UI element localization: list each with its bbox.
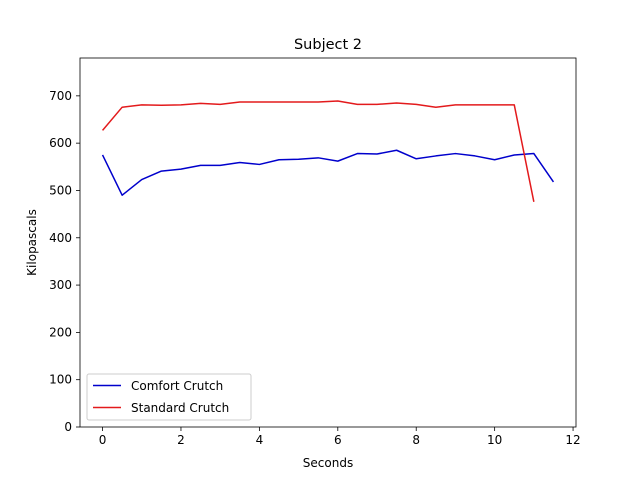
series-line-standard-crutch (101, 100, 535, 202)
legend: Comfort Crutch Standard Crutch (86, 373, 252, 421)
legend-label-comfort-crutch: Comfort Crutch (131, 379, 223, 393)
legend-box (86, 373, 252, 421)
x-tick-label: 0 (99, 433, 107, 447)
y-tick-label: 600 (49, 136, 72, 150)
y-tick-label: 500 (49, 183, 72, 197)
x-tick-label: 8 (412, 433, 420, 447)
y-tick-label: 100 (49, 373, 72, 387)
x-axis-label: Seconds (303, 456, 353, 470)
legend-label-standard-crutch: Standard Crutch (131, 401, 229, 415)
x-tick-label: 10 (487, 433, 502, 447)
y-tick-label: 400 (49, 231, 72, 245)
chart-title: Subject 2 (294, 37, 362, 53)
y-tick-label: 0 (64, 420, 72, 434)
plot-area (79, 57, 577, 428)
x-axis: 0 2 4 6 8 10 12 (99, 427, 581, 447)
x-tick-label: 6 (334, 433, 342, 447)
x-tick-label: 4 (256, 433, 264, 447)
y-tick-label: 700 (49, 89, 72, 103)
series-line-comfort-crutch (101, 149, 555, 196)
y-axis: 0 100 200 300 400 500 600 700 (49, 89, 80, 434)
x-tick-label: 2 (177, 433, 185, 447)
y-tick-label: 300 (49, 278, 72, 292)
x-tick-label: 12 (565, 433, 580, 447)
y-tick-label: 200 (49, 325, 72, 339)
plot-frame (79, 57, 577, 428)
series-layer (101, 100, 555, 202)
y-axis-label: Kilopascals (25, 209, 39, 276)
